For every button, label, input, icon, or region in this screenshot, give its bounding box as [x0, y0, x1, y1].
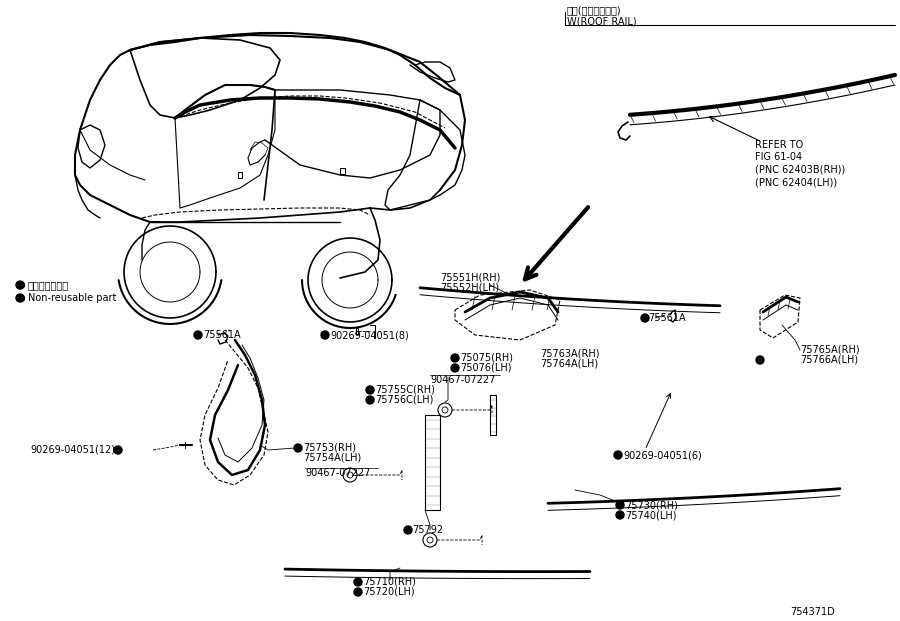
Circle shape — [16, 281, 24, 289]
Circle shape — [451, 364, 459, 372]
Text: 75552H(LH): 75552H(LH) — [440, 282, 500, 292]
Circle shape — [756, 356, 764, 364]
Circle shape — [16, 294, 24, 302]
Circle shape — [321, 331, 329, 339]
Circle shape — [354, 578, 362, 586]
Text: 75756C(LH): 75756C(LH) — [375, 395, 434, 405]
Circle shape — [614, 451, 622, 459]
Text: 75075(RH): 75075(RH) — [460, 353, 513, 363]
Text: 75740(LH): 75740(LH) — [625, 510, 677, 520]
Circle shape — [451, 354, 459, 362]
Text: ●: ● — [15, 293, 25, 303]
Text: 75076(LH): 75076(LH) — [460, 363, 511, 373]
Text: 90467-07227: 90467-07227 — [305, 468, 371, 478]
Text: 75765A(RH): 75765A(RH) — [800, 345, 860, 355]
Text: Non-reusable part: Non-reusable part — [28, 293, 116, 303]
Circle shape — [404, 526, 412, 534]
Text: 90467-07227: 90467-07227 — [430, 375, 495, 385]
Circle shape — [354, 588, 362, 596]
Text: 75551H(RH): 75551H(RH) — [440, 272, 500, 282]
Text: 75720(LH): 75720(LH) — [363, 587, 415, 597]
Text: 75792: 75792 — [412, 525, 443, 535]
Text: 90269-04051(12): 90269-04051(12) — [30, 445, 115, 455]
Circle shape — [294, 444, 302, 452]
Text: 75561A: 75561A — [648, 313, 686, 323]
Text: 90269-04051(8): 90269-04051(8) — [330, 330, 409, 340]
Text: 再使用不可部品: 再使用不可部品 — [28, 280, 69, 290]
Text: 75766A(LH): 75766A(LH) — [800, 355, 858, 365]
Text: W(ROOF RAIL): W(ROOF RAIL) — [567, 16, 636, 26]
Circle shape — [194, 331, 202, 339]
Text: 75754A(LH): 75754A(LH) — [303, 453, 361, 463]
Circle shape — [114, 446, 122, 454]
Text: 75561A: 75561A — [203, 330, 240, 340]
Text: 75710(RH): 75710(RH) — [363, 577, 416, 587]
Text: REFER TO
FIG 61-04
(PNC 62403B(RH))
(PNC 62404(LH)): REFER TO FIG 61-04 (PNC 62403B(RH)) (PNC… — [755, 140, 845, 187]
Circle shape — [616, 501, 624, 509]
Circle shape — [616, 511, 624, 519]
Circle shape — [366, 396, 374, 404]
Text: 75764A(LH): 75764A(LH) — [540, 358, 598, 368]
Circle shape — [366, 386, 374, 394]
Circle shape — [641, 314, 649, 322]
Text: 75730(RH): 75730(RH) — [625, 500, 678, 510]
Text: 75755C(RH): 75755C(RH) — [375, 385, 435, 395]
Text: ●: ● — [15, 280, 25, 290]
Text: 754371D: 754371D — [790, 607, 835, 617]
Text: 90269-04051(6): 90269-04051(6) — [623, 450, 702, 460]
Text: 75763A(RH): 75763A(RH) — [540, 348, 599, 358]
Text: 有り(ルーフレール): 有り(ルーフレール) — [567, 5, 622, 15]
Text: 75753(RH): 75753(RH) — [303, 443, 356, 453]
